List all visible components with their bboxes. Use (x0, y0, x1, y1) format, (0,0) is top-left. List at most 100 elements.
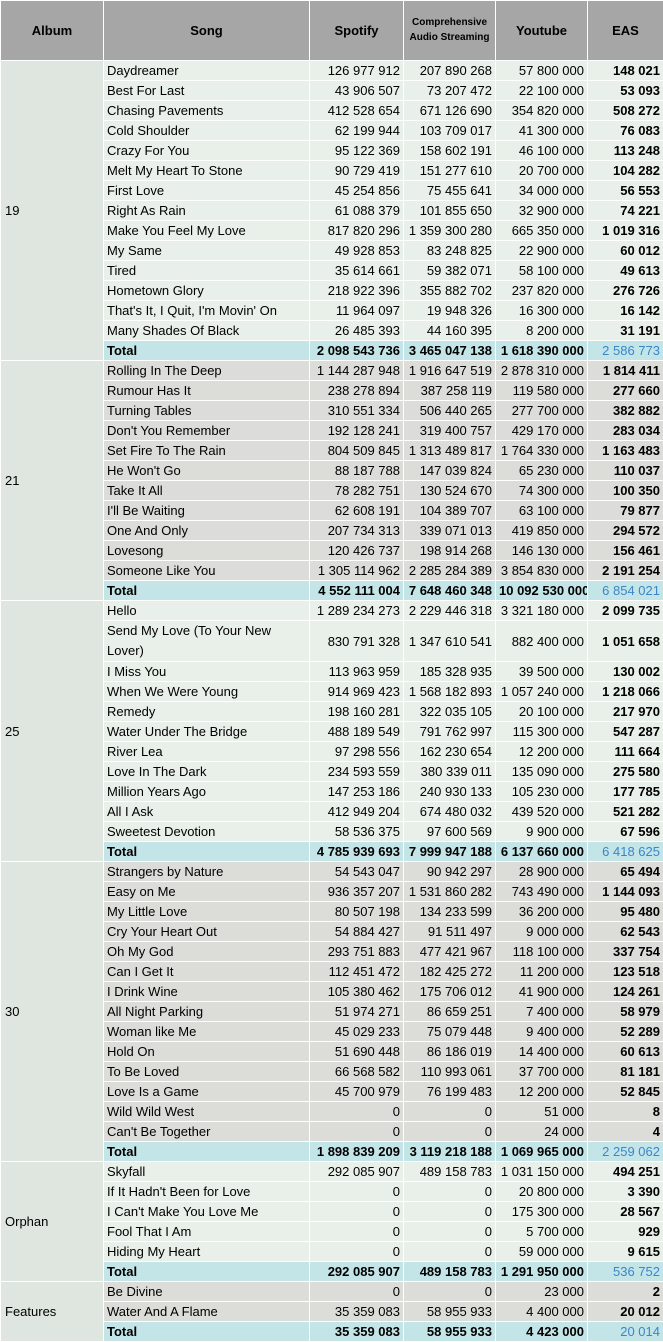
spotify-streams: 218 922 396 (310, 281, 404, 301)
youtube-views: 354 820 000 (496, 101, 588, 121)
youtube-views: 175 300 000 (496, 1202, 588, 1222)
song-title: Oh My God (104, 942, 310, 962)
song-title: Sweetest Devotion (104, 822, 310, 842)
spotify-streams: 0 (310, 1102, 404, 1122)
eas-value: 58 979 (588, 1002, 663, 1022)
song-title: Send My Love (To Your New Lover) (104, 621, 310, 662)
spotify-streams: 35 614 661 (310, 261, 404, 281)
cas-streams: 2 285 284 389 (404, 561, 496, 581)
youtube-views: 3 854 830 000 (496, 561, 588, 581)
header-eas: EAS (588, 1, 663, 61)
eas-value: 76 083 (588, 121, 663, 141)
spotify-streams: 62 199 944 (310, 121, 404, 141)
eas-value: 508 272 (588, 101, 663, 121)
total-youtube: 6 137 660 000 (496, 842, 588, 862)
eas-value: 547 287 (588, 722, 663, 742)
eas-value: 49 613 (588, 261, 663, 281)
spotify-streams: 1 305 114 962 (310, 561, 404, 581)
song-title: Love In The Dark (104, 762, 310, 782)
total-spotify: 292 085 907 (310, 1262, 404, 1282)
spotify-streams: 51 974 271 (310, 1002, 404, 1022)
youtube-views: 20 700 000 (496, 161, 588, 181)
spotify-streams: 0 (310, 1202, 404, 1222)
spotify-streams: 817 820 296 (310, 221, 404, 241)
youtube-views: 51 000 (496, 1102, 588, 1122)
song-title: One And Only (104, 521, 310, 541)
cas-streams: 110 993 061 (404, 1062, 496, 1082)
cas-streams: 91 511 497 (404, 922, 496, 942)
youtube-views: 58 100 000 (496, 261, 588, 281)
youtube-views: 28 900 000 (496, 862, 588, 882)
cas-streams: 0 (404, 1122, 496, 1142)
eas-value: 74 221 (588, 201, 663, 221)
youtube-views: 20 800 000 (496, 1182, 588, 1202)
cas-streams: 1 313 489 817 (404, 441, 496, 461)
eas-value: 9 615 (588, 1242, 663, 1262)
eas-value: 95 480 (588, 902, 663, 922)
total-eas: 2 259 062 (588, 1142, 663, 1162)
eas-value: 113 248 (588, 141, 663, 161)
spotify-streams: 238 278 894 (310, 381, 404, 401)
song-title: He Won't Go (104, 461, 310, 481)
spotify-streams: 234 593 559 (310, 762, 404, 782)
album-name: 21 (1, 361, 104, 601)
spotify-streams: 412 528 654 (310, 101, 404, 121)
song-title: If It Hadn't Been for Love (104, 1182, 310, 1202)
spotify-streams: 105 380 462 (310, 982, 404, 1002)
spotify-streams: 88 187 788 (310, 461, 404, 481)
cas-streams: 506 440 265 (404, 401, 496, 421)
youtube-views: 105 230 000 (496, 782, 588, 802)
spotify-streams: 126 977 912 (310, 61, 404, 81)
youtube-views: 74 300 000 (496, 481, 588, 501)
spotify-streams: 58 536 375 (310, 822, 404, 842)
spotify-streams: 45 029 233 (310, 1022, 404, 1042)
song-title: Rolling In The Deep (104, 361, 310, 381)
spotify-streams: 95 122 369 (310, 141, 404, 161)
eas-value: 60 613 (588, 1042, 663, 1062)
total-cas: 3 465 047 138 (404, 341, 496, 361)
youtube-views: 36 200 000 (496, 902, 588, 922)
eas-value: 337 754 (588, 942, 663, 962)
youtube-views: 34 000 000 (496, 181, 588, 201)
eas-value: 2 (588, 1282, 663, 1302)
song-title: Take It All (104, 481, 310, 501)
youtube-views: 118 100 000 (496, 942, 588, 962)
youtube-views: 1 764 330 000 (496, 441, 588, 461)
eas-value: 294 572 (588, 521, 663, 541)
eas-value: 1 814 411 (588, 361, 663, 381)
cas-streams: 380 339 011 (404, 762, 496, 782)
total-spotify: 4 785 939 693 (310, 842, 404, 862)
album-name: 19 (1, 61, 104, 361)
eas-value: 1 144 093 (588, 882, 663, 902)
spotify-streams: 147 253 186 (310, 782, 404, 802)
youtube-views: 41 300 000 (496, 121, 588, 141)
song-title: Cry Your Heart Out (104, 922, 310, 942)
cas-streams: 0 (404, 1282, 496, 1302)
youtube-views: 7 400 000 (496, 1002, 588, 1022)
cas-streams: 86 659 251 (404, 1002, 496, 1022)
youtube-views: 24 000 (496, 1122, 588, 1142)
cas-streams: 103 709 017 (404, 121, 496, 141)
song-title: Lovesong (104, 541, 310, 561)
spotify-streams: 830 791 328 (310, 621, 404, 662)
spotify-streams: 804 509 845 (310, 441, 404, 461)
song-title: Don't You Remember (104, 421, 310, 441)
cas-streams: 671 126 690 (404, 101, 496, 121)
cas-streams: 175 706 012 (404, 982, 496, 1002)
cas-streams: 2 229 446 318 (404, 601, 496, 621)
cas-streams: 0 (404, 1202, 496, 1222)
eas-value: 111 664 (588, 742, 663, 762)
song-title: Chasing Pavements (104, 101, 310, 121)
song-title: Can't Be Together (104, 1122, 310, 1142)
total-eas: 2 586 773 (588, 341, 663, 361)
eas-value: 1 218 066 (588, 682, 663, 702)
cas-streams: 1 347 610 541 (404, 621, 496, 662)
cas-streams: 674 480 032 (404, 802, 496, 822)
youtube-views: 665 350 000 (496, 221, 588, 241)
youtube-views: 4 400 000 (496, 1302, 588, 1322)
spotify-streams: 936 357 207 (310, 882, 404, 902)
header-cas-line1: Comprehensive (412, 17, 487, 28)
